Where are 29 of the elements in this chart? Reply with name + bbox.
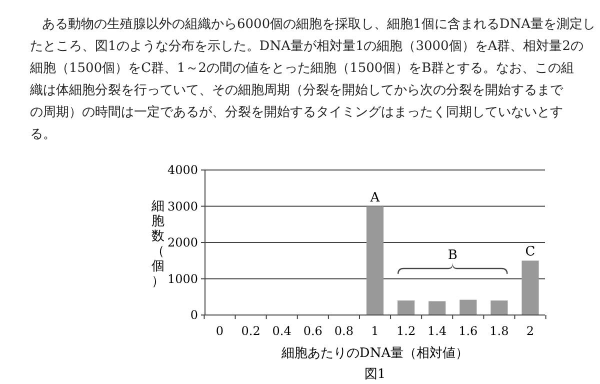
x-tick-label: 0 [216,324,224,338]
y-tick-label: 2000 [167,236,198,250]
bar [490,300,508,315]
x-tick-label: 1.8 [490,324,509,338]
x-tick-label: 0.8 [334,324,354,338]
x-tick-label: 2 [526,324,534,338]
chart-subtitle: ある動物の生殖腺以外の組織から6000個の細胞を採取し、細胞1個に含まれるDNA量を測定したところ、図1のような分布を示した。DNA量が相対量1の細胞（3000個）をA群、相対量2の細胞（1500個）をC群、1～2の間の値をとった細胞（1500個）をB群とする。なお、この組織は体細胞分裂を行っていて、その細胞周期（分裂を開始してから次の分裂を開始するまでの周期）の時間は一定であるが、分裂を開始するタイミングはまったく同期していないとする。 [29,17,596,142]
x-tick-label: 0.6 [303,324,322,338]
y-tick-label: 0 [190,308,198,322]
bar [366,206,384,315]
x-tick-label: 0.4 [272,324,292,338]
x-tick-label: 1 [371,324,379,338]
bar [460,300,477,315]
x-tick-label: 1.4 [428,324,448,338]
x-axis-title: 細胞あたりのDNA量（相対値） [280,345,469,361]
y-tick-label: 1000 [167,272,198,286]
text: 図1 [364,367,386,382]
y-tick-label: 4000 [167,163,198,178]
annotation: B [448,248,458,263]
bar [522,260,539,315]
x-tick-label: 1.2 [396,324,416,338]
bar [428,301,446,315]
bar [398,300,415,315]
annotation: A [369,190,380,206]
y-tick-label: 3000 [167,199,198,214]
x-tick-label: 1.6 [458,324,478,338]
annotation: C [525,244,536,260]
y-axis-title: 細胞数（個） [150,199,164,289]
x-tick-label: 0.2 [241,324,260,338]
